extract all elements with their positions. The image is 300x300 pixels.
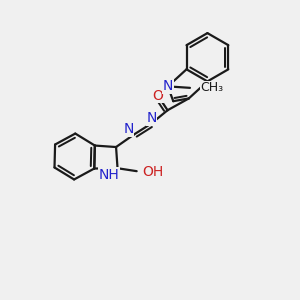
Text: NH: NH — [98, 168, 119, 182]
Text: N: N — [163, 80, 173, 93]
Text: OH: OH — [142, 165, 163, 179]
Text: N: N — [123, 122, 134, 136]
Text: N: N — [146, 111, 157, 125]
Text: O: O — [152, 88, 163, 103]
Text: CH₃: CH₃ — [200, 81, 224, 94]
